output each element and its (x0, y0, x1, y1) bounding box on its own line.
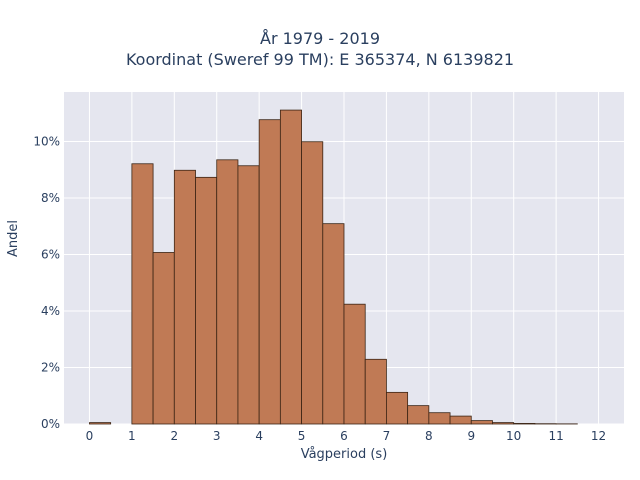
y-tick-label: 6% (41, 247, 60, 261)
x-tick-label: 7 (383, 429, 391, 443)
histogram-bar (428, 412, 451, 425)
histogram-bar (301, 141, 324, 425)
x-tick-label: 10 (506, 429, 521, 443)
x-tick-label: 5 (298, 429, 306, 443)
histogram-bar (89, 422, 112, 425)
chart-title-line-1: År 1979 - 2019 (260, 29, 380, 48)
histogram-bar (279, 109, 302, 425)
y-axis-title: Andel (6, 220, 21, 257)
histogram-bar (449, 415, 472, 425)
x-tick-label: 2 (170, 429, 178, 443)
histogram-bar (216, 159, 239, 425)
histogram-bar (386, 391, 409, 425)
y-tick-label: 10% (33, 134, 60, 148)
histogram-bars (89, 109, 578, 425)
x-tick-label: 9 (467, 429, 475, 443)
histogram-bar (492, 422, 515, 425)
x-tick-label: 11 (548, 429, 563, 443)
y-tick-label: 0% (41, 417, 60, 431)
histogram-bar (131, 163, 154, 425)
x-tick-label: 8 (425, 429, 433, 443)
histogram-bar (322, 223, 345, 425)
histogram-bar (152, 252, 175, 425)
chart-title-line-2: Koordinat (Sweref 99 TM): E 365374, N 61… (125, 50, 515, 69)
x-tick-label: 6 (340, 429, 348, 443)
histogram-bar (407, 405, 430, 425)
x-tick-label: 1 (128, 429, 136, 443)
x-axis-title: Vågperiod (s) (300, 447, 388, 462)
histogram-bar (237, 165, 260, 425)
x-tick-label: 4 (255, 429, 263, 443)
y-tick-label: 8% (41, 191, 60, 205)
histogram-bar (364, 358, 387, 425)
histogram-bar (343, 303, 366, 425)
y-tick-label: 2% (41, 360, 60, 374)
x-axis-ticks: 0 1 2 3 4 5 6 7 8 9 10 11 12 (86, 429, 607, 443)
y-axis-ticks: 0% 2% 4% 6% 8% 10% (33, 134, 60, 431)
histogram-bar (470, 420, 493, 425)
x-tick-label: 12 (591, 429, 606, 443)
x-tick-label: 3 (213, 429, 221, 443)
x-tick-label: 0 (86, 429, 94, 443)
histogram-bar (258, 119, 281, 425)
histogram-bar (195, 176, 218, 425)
y-tick-label: 4% (41, 304, 60, 318)
histogram-bar (513, 423, 536, 425)
histogram-bar (173, 169, 196, 425)
